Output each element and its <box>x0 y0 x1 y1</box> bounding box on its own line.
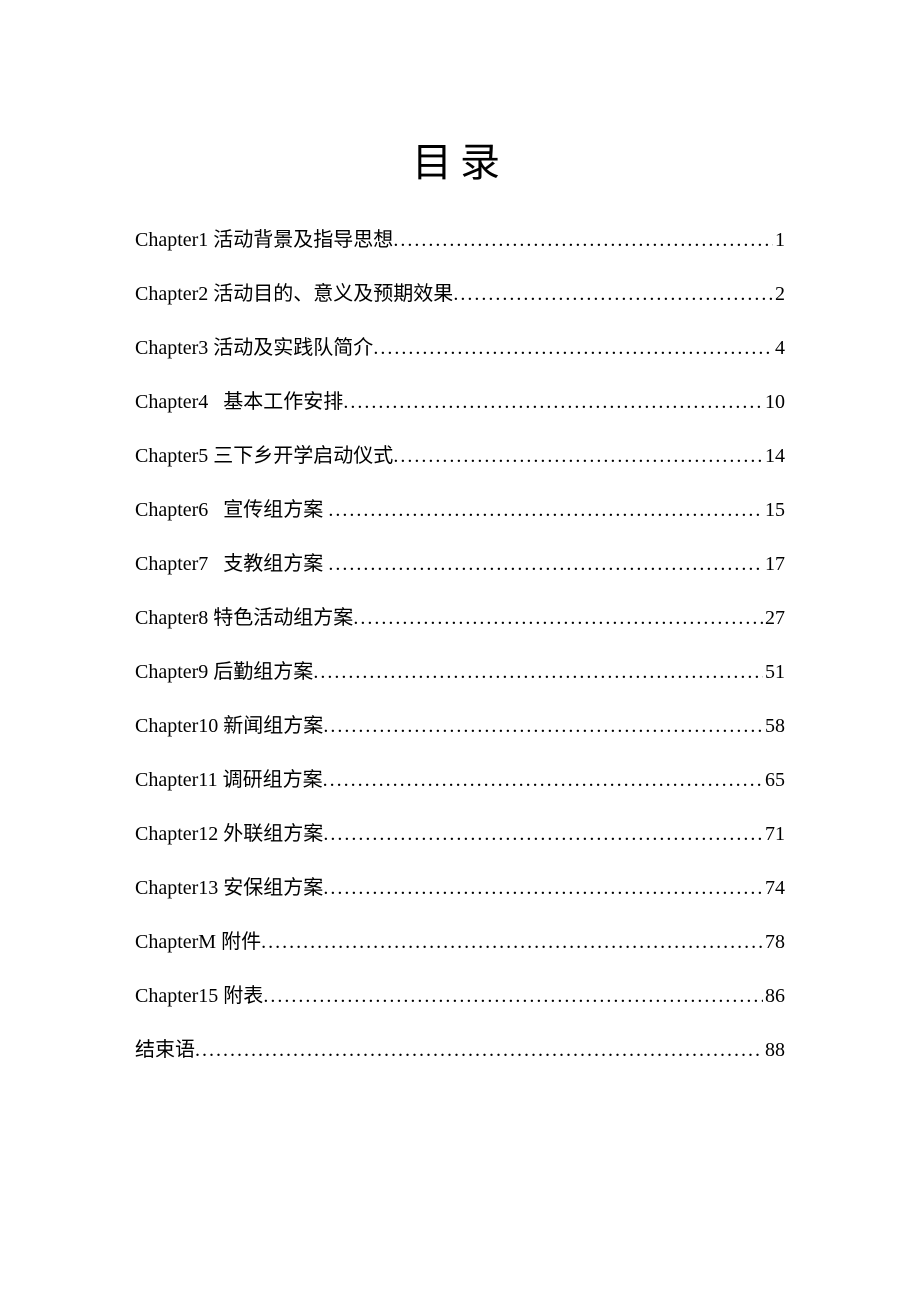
toc-entry-page: 78 <box>763 930 785 954</box>
toc-leader-dots: ........................................… <box>263 984 763 1008</box>
toc-entry-page: 65 <box>763 768 785 792</box>
toc-entry-page: 15 <box>763 498 785 522</box>
toc-row: Chapter2 活动目的、意义及预期效果...................… <box>135 282 785 306</box>
toc-row: Chapter12 外联组方案.........................… <box>135 822 785 846</box>
toc-leader-dots: ........................................… <box>328 552 763 576</box>
toc-entry-page: 86 <box>763 984 785 1008</box>
toc-leader-dots: ........................................… <box>323 822 763 846</box>
toc-entry-page: 14 <box>763 444 785 468</box>
toc-entry-page: 58 <box>763 714 785 738</box>
toc-leader-dots: ........................................… <box>261 930 763 954</box>
toc-entry-label: Chapter3 活动及实践队简介 <box>135 336 373 360</box>
toc-row: Chapter8 特色活动组方案........................… <box>135 606 785 630</box>
toc-leader-dots: ........................................… <box>393 228 773 252</box>
toc-leader-dots: ........................................… <box>323 714 763 738</box>
toc-row: Chapter13 安保组方案.........................… <box>135 876 785 900</box>
toc-entry-label: Chapter9 后勤组方案 <box>135 660 313 684</box>
toc-entry-label: Chapter10 新闻组方案 <box>135 714 323 738</box>
toc-row: Chapter6 宣传组方案 .........................… <box>135 498 785 522</box>
toc-row: Chapter7 支教组方案 .........................… <box>135 552 785 576</box>
toc-entry-page: 2 <box>773 282 785 306</box>
toc-row: Chapter3 活动及实践队简介.......................… <box>135 336 785 360</box>
toc-entry-label: Chapter6 宣传组方案 <box>135 498 328 522</box>
toc-entry-page: 88 <box>763 1038 785 1062</box>
toc-leader-dots: ........................................… <box>313 660 763 684</box>
toc-entry-label: Chapter7 支教组方案 <box>135 552 328 576</box>
toc-row: 结束语.....................................… <box>135 1038 785 1062</box>
toc-entry-label: ChapterM 附件 <box>135 930 261 954</box>
toc-row: Chapter9 后勤组方案..........................… <box>135 660 785 684</box>
toc-leader-dots: ........................................… <box>373 336 773 360</box>
toc-list: Chapter1 活动背景及指导思想......................… <box>135 228 785 1062</box>
toc-entry-page: 71 <box>763 822 785 846</box>
toc-leader-dots: ........................................… <box>453 282 773 306</box>
toc-entry-page: 27 <box>763 606 785 630</box>
toc-entry-page: 4 <box>773 336 785 360</box>
toc-row: Chapter4 基本工作安排.........................… <box>135 390 785 414</box>
toc-row: Chapter10 新闻组方案.........................… <box>135 714 785 738</box>
toc-entry-label: Chapter1 活动背景及指导思想 <box>135 228 393 252</box>
toc-entry-page: 1 <box>773 228 785 252</box>
toc-entry-page: 51 <box>763 660 785 684</box>
toc-row: Chapter1 活动背景及指导思想......................… <box>135 228 785 252</box>
document-page: 目录 Chapter1 活动背景及指导思想...................… <box>0 0 920 1301</box>
toc-leader-dots: ........................................… <box>323 768 763 792</box>
toc-leader-dots: ........................................… <box>343 390 763 414</box>
toc-entry-label: Chapter11 调研组方案 <box>135 768 323 792</box>
toc-entry-page: 74 <box>763 876 785 900</box>
toc-entry-page: 10 <box>763 390 785 414</box>
toc-entry-label: Chapter12 外联组方案 <box>135 822 323 846</box>
toc-leader-dots: ........................................… <box>393 444 763 468</box>
toc-row: Chapter5 三下乡开学启动仪式......................… <box>135 444 785 468</box>
toc-entry-label: Chapter5 三下乡开学启动仪式 <box>135 444 393 468</box>
toc-entry-label: Chapter15 附表 <box>135 984 263 1008</box>
toc-leader-dots: ........................................… <box>195 1038 763 1062</box>
toc-entry-label: Chapter4 基本工作安排 <box>135 390 343 414</box>
toc-entry-label: 结束语 <box>135 1038 195 1062</box>
toc-title: 目录 <box>135 130 785 188</box>
toc-row: Chapter11 调研组方案.........................… <box>135 768 785 792</box>
toc-entry-label: Chapter8 特色活动组方案 <box>135 606 353 630</box>
toc-leader-dots: ........................................… <box>328 498 763 522</box>
toc-row: Chapter15 附表............................… <box>135 984 785 1008</box>
toc-row: ChapterM 附件.............................… <box>135 930 785 954</box>
toc-entry-label: Chapter2 活动目的、意义及预期效果 <box>135 282 453 306</box>
toc-entry-page: 17 <box>763 552 785 576</box>
toc-leader-dots: ........................................… <box>323 876 763 900</box>
toc-entry-label: Chapter13 安保组方案 <box>135 876 323 900</box>
toc-leader-dots: ........................................… <box>353 606 763 630</box>
